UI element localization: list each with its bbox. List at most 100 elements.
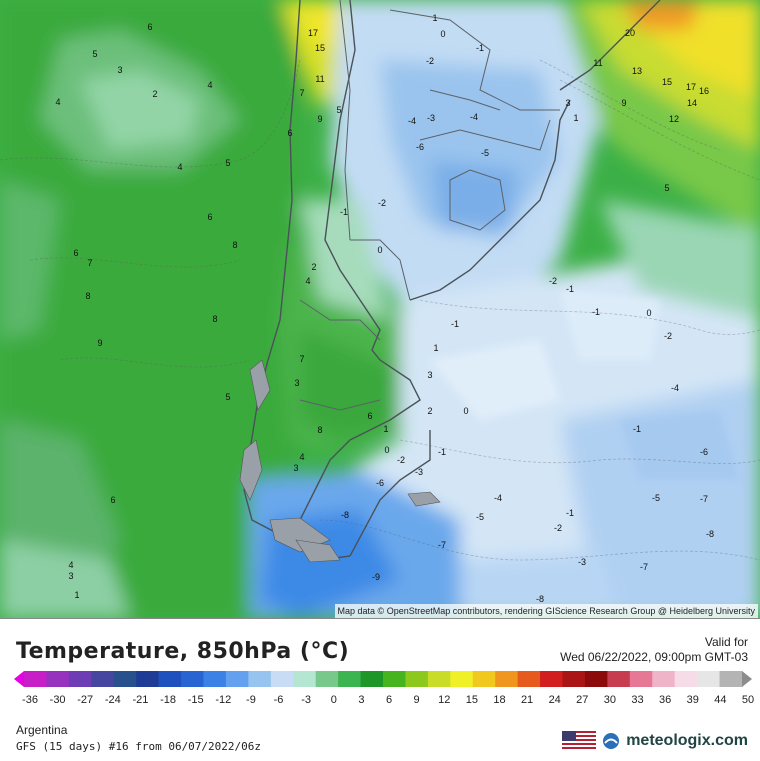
valid-date: Wed 06/22/2022, 09:00pm GMT-03: [560, 650, 748, 664]
scale-tick-label: 27: [576, 694, 588, 706]
scale-swatch: [719, 671, 743, 687]
scale-swatch: [293, 671, 317, 687]
contour-label: 8: [317, 425, 322, 435]
contour-label: -7: [700, 494, 708, 504]
scale-swatch: [203, 671, 227, 687]
scale-swatch: [629, 671, 653, 687]
scale-tick-label: 50: [742, 694, 754, 706]
scale-tick-label: -6: [274, 694, 284, 706]
scale-swatch: [405, 671, 429, 687]
contour-label: 15: [662, 77, 672, 87]
contour-label: -2: [426, 56, 434, 66]
us-flag-icon[interactable]: [562, 731, 597, 751]
scale-swatch: [248, 671, 272, 687]
temperature-map[interactable]: 6 5 3 2 4 4 5 4 6 8 6 7 8 8 9 5 6 4 3 1 17 15 11 7 9 5 6 -1 -2 0 2 4 7 3 6…: [0, 0, 760, 618]
chile-archipelago: [239, 359, 441, 563]
contour-label: -1: [476, 43, 484, 53]
contour-label: -8: [341, 510, 349, 520]
contour-label: -1: [566, 508, 574, 518]
scale-tick-label: -27: [77, 694, 93, 706]
scale-swatch: [24, 671, 47, 687]
contour-label: -4: [408, 116, 416, 126]
valid-label: Valid for: [704, 635, 748, 649]
contour-label: -8: [706, 529, 714, 539]
scale-tick-label: 30: [604, 694, 616, 706]
region-name: Argentina: [16, 723, 68, 737]
contour-label: 5: [225, 158, 230, 168]
contour-label: 11: [315, 74, 324, 84]
scale-swatch: [495, 671, 519, 687]
contour-label: 16: [699, 86, 709, 96]
contour-label: 1: [573, 113, 578, 123]
scale-swatch: [315, 671, 339, 687]
scale-tick-label: 24: [549, 694, 561, 706]
map-title: Temperature, 850hPa (°C): [16, 639, 350, 664]
contour-label: -5: [481, 148, 489, 158]
contour-label: 3: [68, 571, 73, 581]
brand-name[interactable]: meteologix.com: [626, 732, 748, 749]
contour-label: 1: [432, 13, 437, 23]
brand[interactable]: meteologix.com: [562, 731, 748, 751]
contour-label: 17: [308, 28, 318, 38]
scale-tick-label: -18: [160, 694, 176, 706]
contour-label: -1: [592, 307, 600, 317]
contour-label: 7: [299, 88, 304, 98]
scale-swatch: [427, 671, 451, 687]
contour-label: 20: [625, 28, 635, 38]
contour-label: 6: [287, 128, 292, 138]
contour-label: 0: [440, 29, 445, 39]
model-run: GFS (15 days) #16 from 06/07/2022/06z: [16, 740, 262, 753]
contour-label: -1: [566, 284, 574, 294]
contour-label: 1: [383, 424, 388, 434]
scale-swatch: [450, 671, 474, 687]
contour-label: -4: [470, 112, 478, 122]
contour-label: 9: [317, 114, 322, 124]
contour-label: 3: [427, 370, 432, 380]
contour-label: 4: [68, 560, 73, 570]
contour-label: 0: [646, 308, 651, 318]
contour-label: -7: [438, 540, 446, 550]
contour-label: -5: [476, 512, 484, 522]
scale-swatch: [562, 671, 586, 687]
contour-label: 9: [97, 338, 102, 348]
contour-label: 12: [669, 114, 679, 124]
scale-tick-label: 33: [631, 694, 643, 706]
contour-label: -2: [549, 276, 557, 286]
contour-label: 5: [664, 183, 669, 193]
scale-tick-label: 39: [687, 694, 699, 706]
contour-label: 0: [463, 406, 468, 416]
contour-label: 4: [299, 452, 304, 462]
contour-label: 3: [117, 65, 122, 75]
contour-label: 6: [73, 248, 78, 258]
contour-label: -8: [536, 594, 544, 604]
contour-label: 2: [427, 406, 432, 416]
contour-label: 6: [110, 495, 115, 505]
scale-tick-label: 21: [521, 694, 533, 706]
color-scale: -36 -30 -27 -24 -21 -18 -15 -12 -9 -6 -3 0 3 6 9 12 15 18…: [14, 671, 754, 706]
contour-label: 5: [336, 105, 341, 115]
map-legend-footer: Temperature, 850hPa (°C) Valid for Wed 0…: [0, 618, 760, 761]
scale-swatch: [113, 671, 137, 687]
contour-label: -1: [451, 319, 459, 329]
contour-label: 0: [377, 245, 382, 255]
contour-label: 8: [85, 291, 90, 301]
scale-swatch: [383, 671, 406, 687]
contour-label: 1: [433, 343, 438, 353]
meteologix-logo-icon: [603, 733, 620, 749]
contour-label: 3: [565, 98, 570, 108]
contour-label: 7: [87, 258, 92, 268]
scale-tick-label: 9: [414, 694, 420, 706]
scale-swatch: [472, 671, 496, 687]
scale-tick-label: -9: [246, 694, 256, 706]
contour-label: -3: [578, 557, 586, 567]
contour-label: 5: [92, 49, 97, 59]
contour-label: 7: [299, 354, 304, 364]
scale-swatch: [607, 671, 631, 687]
contour-label: 6: [207, 212, 212, 222]
contour-label: 1: [74, 590, 79, 600]
scale-tick-label: -15: [188, 694, 204, 706]
scale-swatch: [136, 671, 160, 687]
scale-tick-label: -30: [50, 694, 66, 706]
contour-label: -5: [652, 493, 660, 503]
contour-label: 3: [294, 378, 299, 388]
